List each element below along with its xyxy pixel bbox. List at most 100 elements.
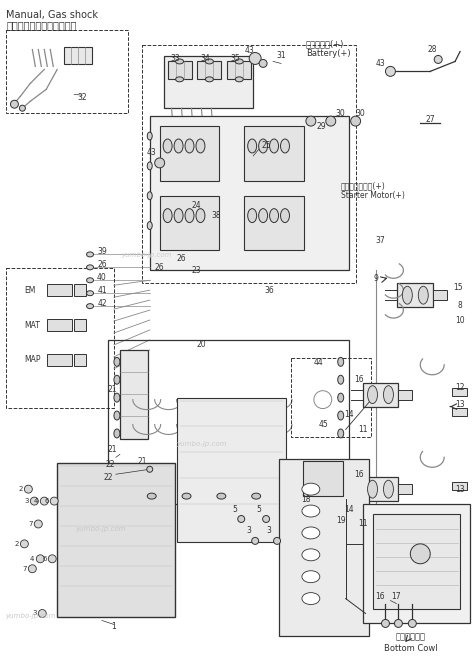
Text: 4: 4 — [34, 498, 38, 504]
Bar — [120, 350, 148, 440]
Text: Starter Motor(+): Starter Motor(+) — [341, 191, 405, 200]
Ellipse shape — [302, 571, 320, 583]
Text: 34: 34 — [201, 54, 210, 63]
Text: 23: 23 — [191, 266, 201, 275]
Ellipse shape — [163, 139, 172, 153]
Text: 27: 27 — [426, 115, 435, 124]
Text: 13: 13 — [455, 400, 465, 409]
Text: 21: 21 — [107, 385, 117, 394]
Text: 10: 10 — [455, 316, 465, 324]
Ellipse shape — [337, 429, 344, 438]
Circle shape — [155, 158, 164, 168]
Text: 45: 45 — [319, 420, 328, 429]
Text: 14: 14 — [344, 504, 354, 514]
Bar — [74, 284, 86, 296]
Ellipse shape — [114, 411, 120, 420]
Circle shape — [249, 52, 261, 64]
Ellipse shape — [238, 516, 245, 522]
Circle shape — [382, 620, 390, 628]
Ellipse shape — [114, 393, 120, 402]
Ellipse shape — [248, 209, 256, 222]
Text: 3: 3 — [267, 526, 272, 536]
Text: マニュアル、ガスショック: マニュアル、ガスショック — [7, 21, 77, 30]
Bar — [150, 116, 349, 270]
Ellipse shape — [252, 538, 259, 544]
Bar — [399, 390, 412, 400]
Ellipse shape — [87, 252, 93, 257]
Text: 24: 24 — [191, 201, 201, 210]
Ellipse shape — [87, 304, 93, 308]
Bar — [64, 46, 92, 64]
Text: yumbo-jp.com: yumbo-jp.com — [75, 526, 125, 532]
Text: 22: 22 — [105, 460, 115, 469]
Text: 33: 33 — [171, 54, 181, 63]
Ellipse shape — [147, 493, 156, 499]
Text: 7: 7 — [22, 566, 27, 572]
Text: 17: 17 — [392, 592, 401, 601]
Circle shape — [326, 116, 336, 126]
Ellipse shape — [114, 357, 120, 366]
Text: 3: 3 — [32, 610, 36, 616]
Text: Battery(+): Battery(+) — [306, 49, 350, 58]
Bar — [452, 408, 467, 416]
Ellipse shape — [270, 209, 279, 222]
Text: 4: 4 — [30, 556, 35, 562]
Ellipse shape — [182, 493, 191, 499]
Text: 43: 43 — [147, 148, 156, 158]
Text: 16: 16 — [354, 470, 364, 479]
Bar — [373, 514, 460, 608]
Bar — [7, 268, 114, 408]
Bar — [160, 196, 219, 250]
Ellipse shape — [48, 555, 56, 563]
Text: 35: 35 — [230, 54, 240, 63]
Bar — [177, 398, 286, 542]
Text: 32: 32 — [77, 93, 87, 102]
Text: 3: 3 — [247, 526, 252, 536]
Bar — [160, 126, 219, 181]
Ellipse shape — [38, 610, 46, 618]
Text: 31: 31 — [276, 51, 286, 60]
Bar — [291, 358, 371, 438]
Circle shape — [147, 466, 153, 472]
Text: 11: 11 — [358, 425, 367, 434]
Ellipse shape — [205, 77, 213, 82]
Ellipse shape — [87, 278, 93, 283]
Text: 5: 5 — [257, 504, 262, 514]
Text: MAP: MAP — [24, 355, 41, 364]
Text: 40: 40 — [97, 273, 107, 282]
Ellipse shape — [337, 375, 344, 384]
Text: 2: 2 — [18, 486, 23, 492]
Ellipse shape — [30, 497, 38, 505]
Text: 26: 26 — [177, 254, 186, 263]
Ellipse shape — [270, 139, 279, 153]
Text: 39: 39 — [97, 247, 107, 256]
Text: 11: 11 — [358, 520, 367, 528]
Circle shape — [410, 544, 430, 564]
Text: 43: 43 — [375, 59, 385, 68]
Ellipse shape — [40, 497, 48, 505]
Text: yumbo-jp.com: yumbo-jp.com — [5, 614, 55, 620]
Text: 7: 7 — [28, 521, 33, 527]
Ellipse shape — [34, 520, 42, 528]
Ellipse shape — [205, 59, 213, 64]
Text: バッテリー(+): バッテリー(+) — [306, 39, 344, 48]
Text: yumbo-jp.com: yumbo-jp.com — [121, 252, 172, 258]
Ellipse shape — [174, 139, 183, 153]
Text: 19: 19 — [336, 516, 346, 526]
Ellipse shape — [259, 139, 268, 153]
Ellipse shape — [263, 516, 270, 522]
Text: 28: 28 — [428, 45, 437, 54]
Ellipse shape — [235, 77, 243, 82]
Ellipse shape — [147, 132, 152, 140]
Text: スタータモータ(+): スタータモータ(+) — [341, 181, 385, 190]
Ellipse shape — [28, 565, 36, 573]
Text: 42: 42 — [97, 299, 107, 308]
Text: 43: 43 — [244, 46, 254, 55]
Text: 6: 6 — [44, 498, 48, 504]
Ellipse shape — [302, 549, 320, 561]
Text: 36: 36 — [264, 286, 274, 295]
Ellipse shape — [87, 265, 93, 270]
Ellipse shape — [235, 59, 243, 64]
Text: 18: 18 — [301, 495, 310, 504]
Ellipse shape — [281, 209, 290, 222]
